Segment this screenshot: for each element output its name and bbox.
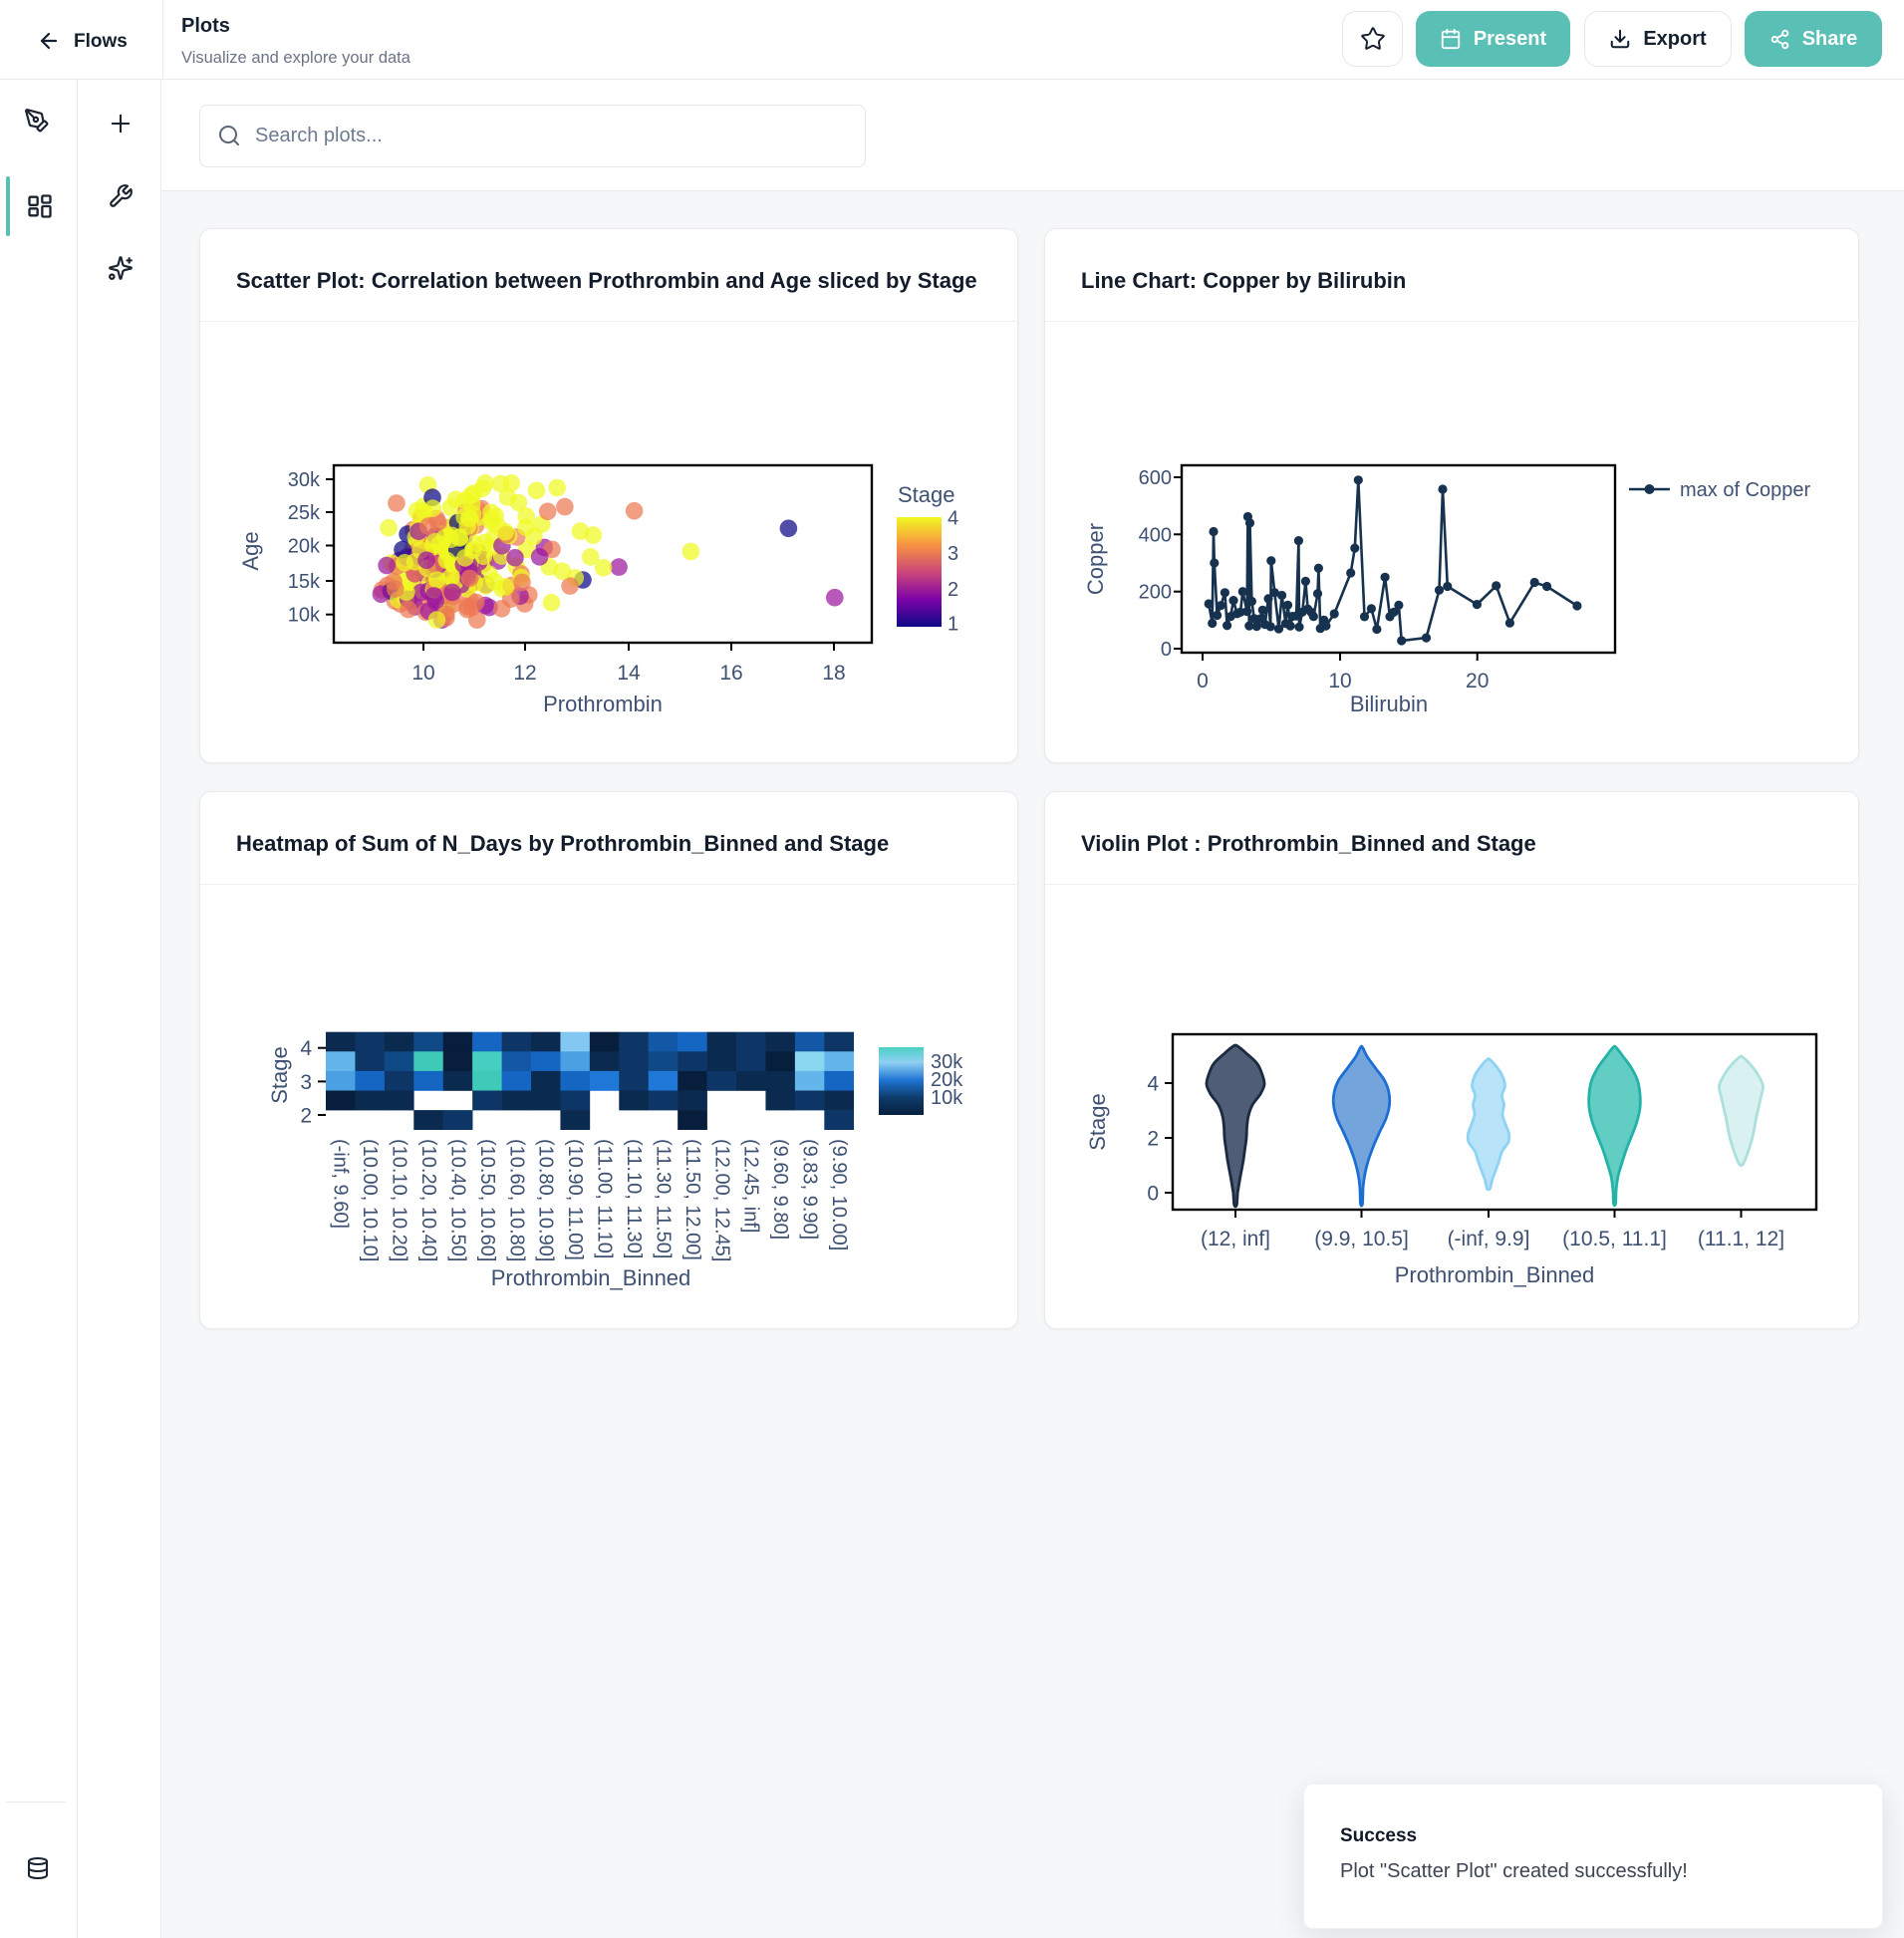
svg-text:(10.50, 10.60]: (10.50, 10.60] bbox=[476, 1139, 498, 1261]
svg-text:Age: Age bbox=[238, 531, 263, 570]
svg-text:0: 0 bbox=[1147, 1183, 1159, 1206]
svg-text:10: 10 bbox=[411, 662, 434, 685]
svg-text:(10.00, 10.10]: (10.00, 10.10] bbox=[359, 1139, 381, 1261]
svg-text:14: 14 bbox=[617, 662, 641, 685]
svg-text:(-inf, 9.9]: (-inf, 9.9] bbox=[1448, 1228, 1530, 1250]
svg-text:25k: 25k bbox=[288, 502, 321, 524]
svg-text:(10.40, 10.50]: (10.40, 10.50] bbox=[446, 1139, 468, 1261]
svg-text:20: 20 bbox=[1466, 670, 1489, 692]
svg-text:Stage: Stage bbox=[898, 482, 955, 507]
svg-text:3: 3 bbox=[948, 543, 958, 565]
svg-text:4: 4 bbox=[948, 508, 958, 530]
svg-text:12: 12 bbox=[513, 662, 536, 685]
svg-text:(11.1, 12]: (11.1, 12] bbox=[1698, 1228, 1784, 1250]
svg-text:(11.30, 11.50]: (11.30, 11.50] bbox=[652, 1139, 674, 1258]
svg-text:0: 0 bbox=[1161, 639, 1172, 661]
svg-text:(9.9, 10.5]: (9.9, 10.5] bbox=[1314, 1228, 1409, 1250]
svg-text:(9.83, 9.90]: (9.83, 9.90] bbox=[799, 1139, 821, 1240]
svg-text:max of Copper: max of Copper bbox=[1680, 479, 1811, 501]
svg-text:(10.60, 10.80]: (10.60, 10.80] bbox=[505, 1139, 527, 1261]
svg-text:3: 3 bbox=[300, 1071, 312, 1094]
svg-text:(12.00, 12.45]: (12.00, 12.45] bbox=[710, 1139, 732, 1261]
svg-text:2: 2 bbox=[300, 1105, 312, 1128]
svg-text:16: 16 bbox=[719, 662, 742, 685]
svg-text:(10.90, 11.00]: (10.90, 11.00] bbox=[564, 1139, 586, 1260]
svg-text:20k: 20k bbox=[931, 1069, 963, 1091]
svg-text:200: 200 bbox=[1139, 582, 1172, 604]
svg-text:(10.10, 10.20]: (10.10, 10.20] bbox=[389, 1139, 410, 1261]
svg-text:10: 10 bbox=[1328, 670, 1351, 692]
svg-text:2: 2 bbox=[948, 579, 958, 601]
svg-text:Bilirubin: Bilirubin bbox=[1350, 692, 1428, 716]
svg-text:(10.80, 10.90]: (10.80, 10.90] bbox=[535, 1139, 557, 1261]
svg-text:Stage: Stage bbox=[267, 1046, 292, 1104]
svg-text:15k: 15k bbox=[288, 571, 321, 593]
svg-text:0: 0 bbox=[1197, 670, 1209, 692]
svg-text:(9.90, 10.00]: (9.90, 10.00] bbox=[828, 1139, 850, 1250]
svg-text:10k: 10k bbox=[288, 605, 321, 627]
svg-text:(11.50, 12.00]: (11.50, 12.00] bbox=[681, 1139, 703, 1260]
svg-text:(12.45, inf]: (12.45, inf] bbox=[740, 1139, 762, 1234]
svg-text:2: 2 bbox=[1147, 1128, 1159, 1151]
svg-text:Prothrombin: Prothrombin bbox=[543, 692, 663, 716]
svg-text:(10.5, 11.1]: (10.5, 11.1] bbox=[1562, 1228, 1667, 1250]
svg-text:600: 600 bbox=[1139, 467, 1172, 489]
svg-text:(11.10, 11.30]: (11.10, 11.30] bbox=[623, 1139, 645, 1258]
svg-text:Prothrombin_Binned: Prothrombin_Binned bbox=[491, 1265, 691, 1290]
svg-text:(11.00, 11.10]: (11.00, 11.10] bbox=[594, 1139, 616, 1258]
svg-text:4: 4 bbox=[1147, 1073, 1159, 1096]
svg-text:4: 4 bbox=[300, 1037, 312, 1060]
svg-text:Prothrombin_Binned: Prothrombin_Binned bbox=[1395, 1262, 1595, 1287]
svg-text:20k: 20k bbox=[288, 536, 321, 558]
svg-text:30k: 30k bbox=[931, 1051, 963, 1073]
svg-text:(12, inf]: (12, inf] bbox=[1201, 1228, 1270, 1250]
svg-text:10k: 10k bbox=[931, 1087, 963, 1109]
svg-text:Stage: Stage bbox=[1085, 1093, 1110, 1151]
svg-text:30k: 30k bbox=[288, 469, 321, 491]
svg-text:Copper: Copper bbox=[1083, 523, 1108, 595]
svg-text:18: 18 bbox=[822, 662, 845, 685]
svg-text:400: 400 bbox=[1139, 524, 1172, 546]
svg-text:1: 1 bbox=[948, 614, 958, 636]
svg-text:(-inf, 9.60]: (-inf, 9.60] bbox=[330, 1139, 352, 1229]
svg-text:(10.20, 10.40]: (10.20, 10.40] bbox=[417, 1139, 439, 1261]
svg-text:(9.60, 9.80]: (9.60, 9.80] bbox=[769, 1139, 791, 1240]
